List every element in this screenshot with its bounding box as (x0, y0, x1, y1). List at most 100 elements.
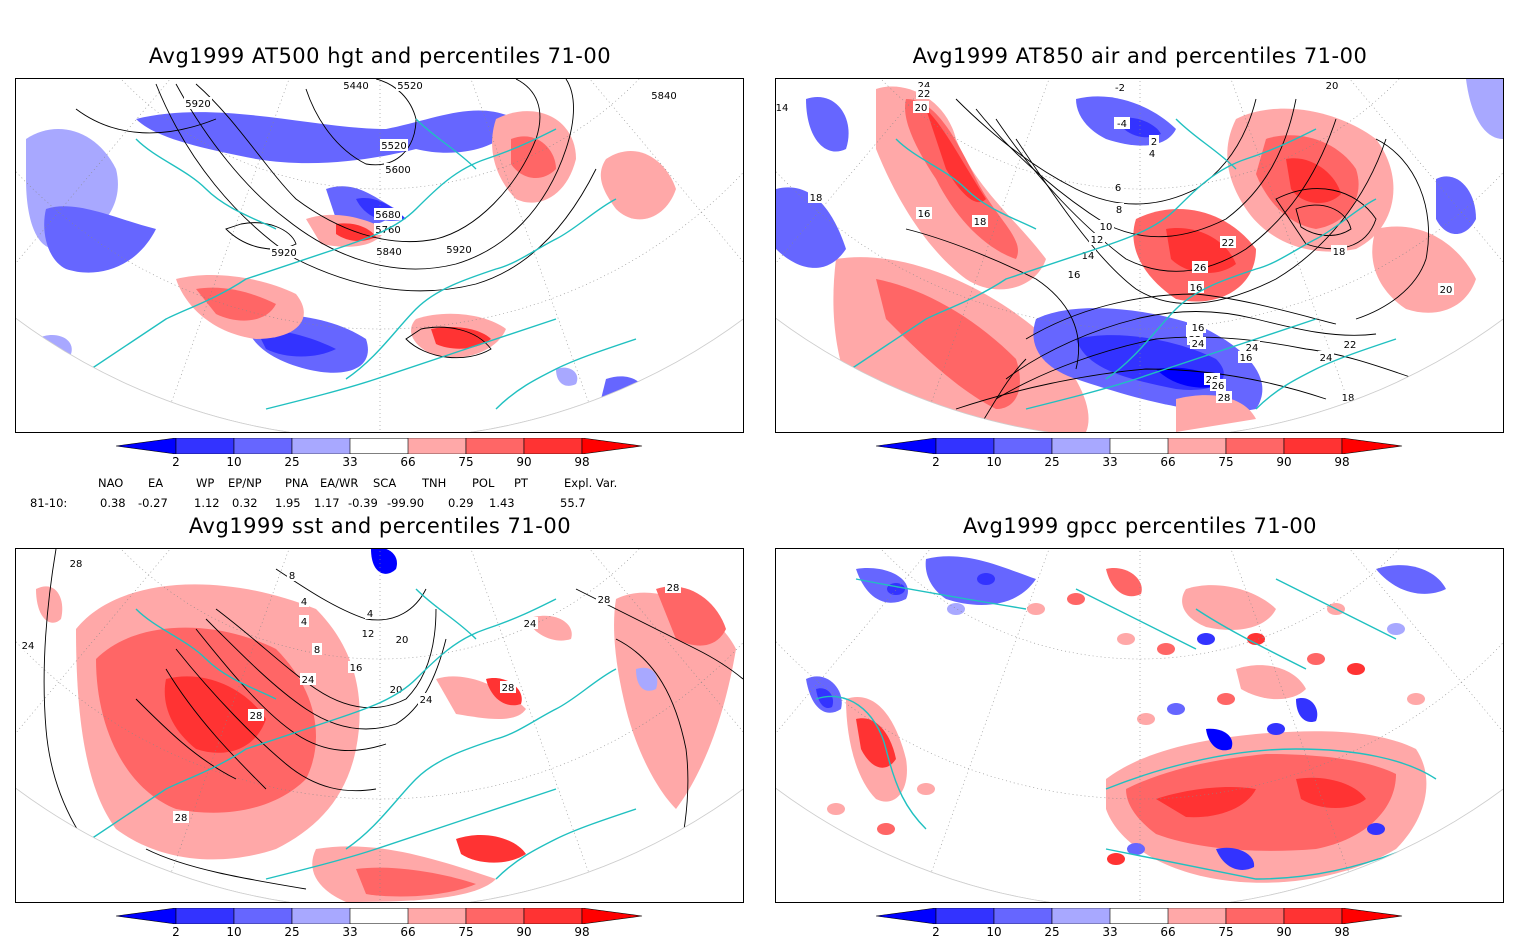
contour-label: 16 (1190, 321, 1206, 334)
anomaly-area (1236, 665, 1306, 700)
svg-text:14: 14 (1082, 251, 1095, 262)
contour-label: 12 (360, 627, 376, 640)
colorbar-svg (875, 437, 1403, 455)
teleconnection-header: PNA (285, 476, 309, 490)
teleconnection-value: 0.32 (232, 496, 258, 510)
colorbar-svg (115, 907, 643, 925)
map-air: 14242220-2-42468101214161618182022242626… (776, 79, 1503, 432)
anomaly-area (776, 187, 846, 268)
svg-text:24: 24 (420, 695, 433, 706)
colorbar-segment (523, 437, 583, 455)
anomaly-area (1176, 395, 1256, 432)
projection-mask (16, 549, 743, 902)
colorbar-label: 33 (342, 455, 358, 469)
anomaly-area (436, 676, 526, 719)
teleconnection-header: Expl. Var. (564, 476, 618, 490)
colorbar-segment (1167, 907, 1227, 925)
map-panel-sst: 28 24 8 4 4 8 4 12 16 20 24 24 20 28 28 24 28 28 28 (15, 548, 744, 903)
svg-text:5920: 5920 (446, 245, 471, 256)
svg-text:5520: 5520 (397, 81, 422, 92)
panel-title-gpcc: Avg1999 gpcc percentiles 71-00 (962, 514, 1318, 538)
colorbar-label: 2 (932, 925, 940, 939)
contour-line (75, 108, 217, 134)
colorbar-segment (115, 907, 177, 925)
teleconnection-value: -0.39 (348, 496, 378, 510)
teleconnection-header: EP/NP (228, 476, 262, 490)
contour-label: 28 (173, 811, 189, 824)
graticule (776, 79, 1503, 432)
colorbar-label: 25 (1044, 455, 1060, 469)
panel-title-sst: Avg1999 sst and percentiles 71-00 (188, 514, 572, 538)
svg-text:20: 20 (915, 103, 928, 114)
anomaly-area (1117, 633, 1135, 645)
svg-text:5440: 5440 (343, 81, 368, 92)
colorbar-segment (1051, 907, 1111, 925)
anomaly-area (1067, 593, 1085, 605)
contour-line (995, 118, 1337, 272)
coastline (815, 578, 1437, 880)
contour-label: 5840 (375, 245, 403, 258)
anomaly-area (1307, 653, 1325, 665)
anomaly-area (1296, 777, 1366, 808)
colorbar-segment (875, 437, 937, 455)
svg-text:5840: 5840 (376, 247, 401, 258)
svg-text:16: 16 (1192, 323, 1205, 334)
colorbar-label: 25 (284, 925, 300, 939)
panel-title-air: Avg1999 AT850 air and percentiles 71-00 (912, 44, 1368, 68)
colorbar-segment (875, 907, 937, 925)
colorbar-segment (935, 437, 995, 455)
svg-text:-2: -2 (1115, 83, 1125, 94)
contour-label: 16 (916, 207, 932, 220)
svg-text:6: 6 (1115, 183, 1121, 194)
colorbar-segment (291, 907, 351, 925)
colorbar-label: 90 (1276, 925, 1292, 939)
anomaly-area (556, 367, 578, 386)
contour-label: 28 (665, 581, 681, 594)
colorbar-label: 33 (1102, 925, 1118, 939)
contour-label: 24 (418, 693, 434, 706)
anomaly-area (1216, 847, 1255, 870)
svg-text:8: 8 (314, 645, 320, 656)
contour-label: 18 (1340, 391, 1356, 404)
contour-label: 16 (1066, 268, 1082, 281)
svg-text:24: 24 (1246, 343, 1259, 354)
contour-label: 12 (1089, 233, 1105, 246)
teleconnection-value: -0.27 (138, 496, 168, 510)
projection-mask (776, 549, 1503, 902)
teleconnection-value: 1.17 (314, 496, 340, 510)
svg-text:12: 12 (362, 629, 375, 640)
colorbar-label: 25 (1044, 925, 1060, 939)
anomaly-area (636, 667, 658, 691)
colorbar-label: 10 (226, 925, 242, 939)
contour-line (135, 698, 237, 780)
contour-label: 28 (68, 557, 84, 570)
anomaly-area (877, 823, 895, 835)
anomaly-area (1167, 703, 1185, 715)
anomaly-area (926, 109, 986, 203)
svg-text:28: 28 (175, 813, 188, 824)
svg-text:26: 26 (1212, 381, 1225, 392)
anomaly-area (600, 150, 676, 220)
contour-line (195, 79, 541, 243)
svg-text:16: 16 (918, 209, 931, 220)
svg-text:28: 28 (1218, 393, 1231, 404)
map-gpcc (776, 549, 1503, 902)
colorbar-label: 66 (400, 455, 416, 469)
colorbar-segment (1167, 437, 1227, 455)
contour-label: -2 (1112, 81, 1128, 94)
projection-mask (16, 79, 743, 432)
teleconnection-header: PT (514, 476, 528, 490)
anomaly-area (1157, 643, 1175, 655)
anomaly-area (947, 603, 965, 615)
colorbar-svg (115, 437, 643, 455)
coastline (75, 118, 637, 410)
contour-label: 26 (1192, 261, 1208, 274)
colorbar-label: 98 (574, 925, 590, 939)
contour-line (155, 83, 597, 292)
svg-text:28: 28 (70, 559, 83, 570)
svg-text:28: 28 (598, 595, 611, 606)
svg-text:24: 24 (22, 641, 35, 652)
colorbar-label: 90 (516, 925, 532, 939)
anomaly-area (371, 549, 397, 574)
contour-line (905, 228, 1080, 370)
